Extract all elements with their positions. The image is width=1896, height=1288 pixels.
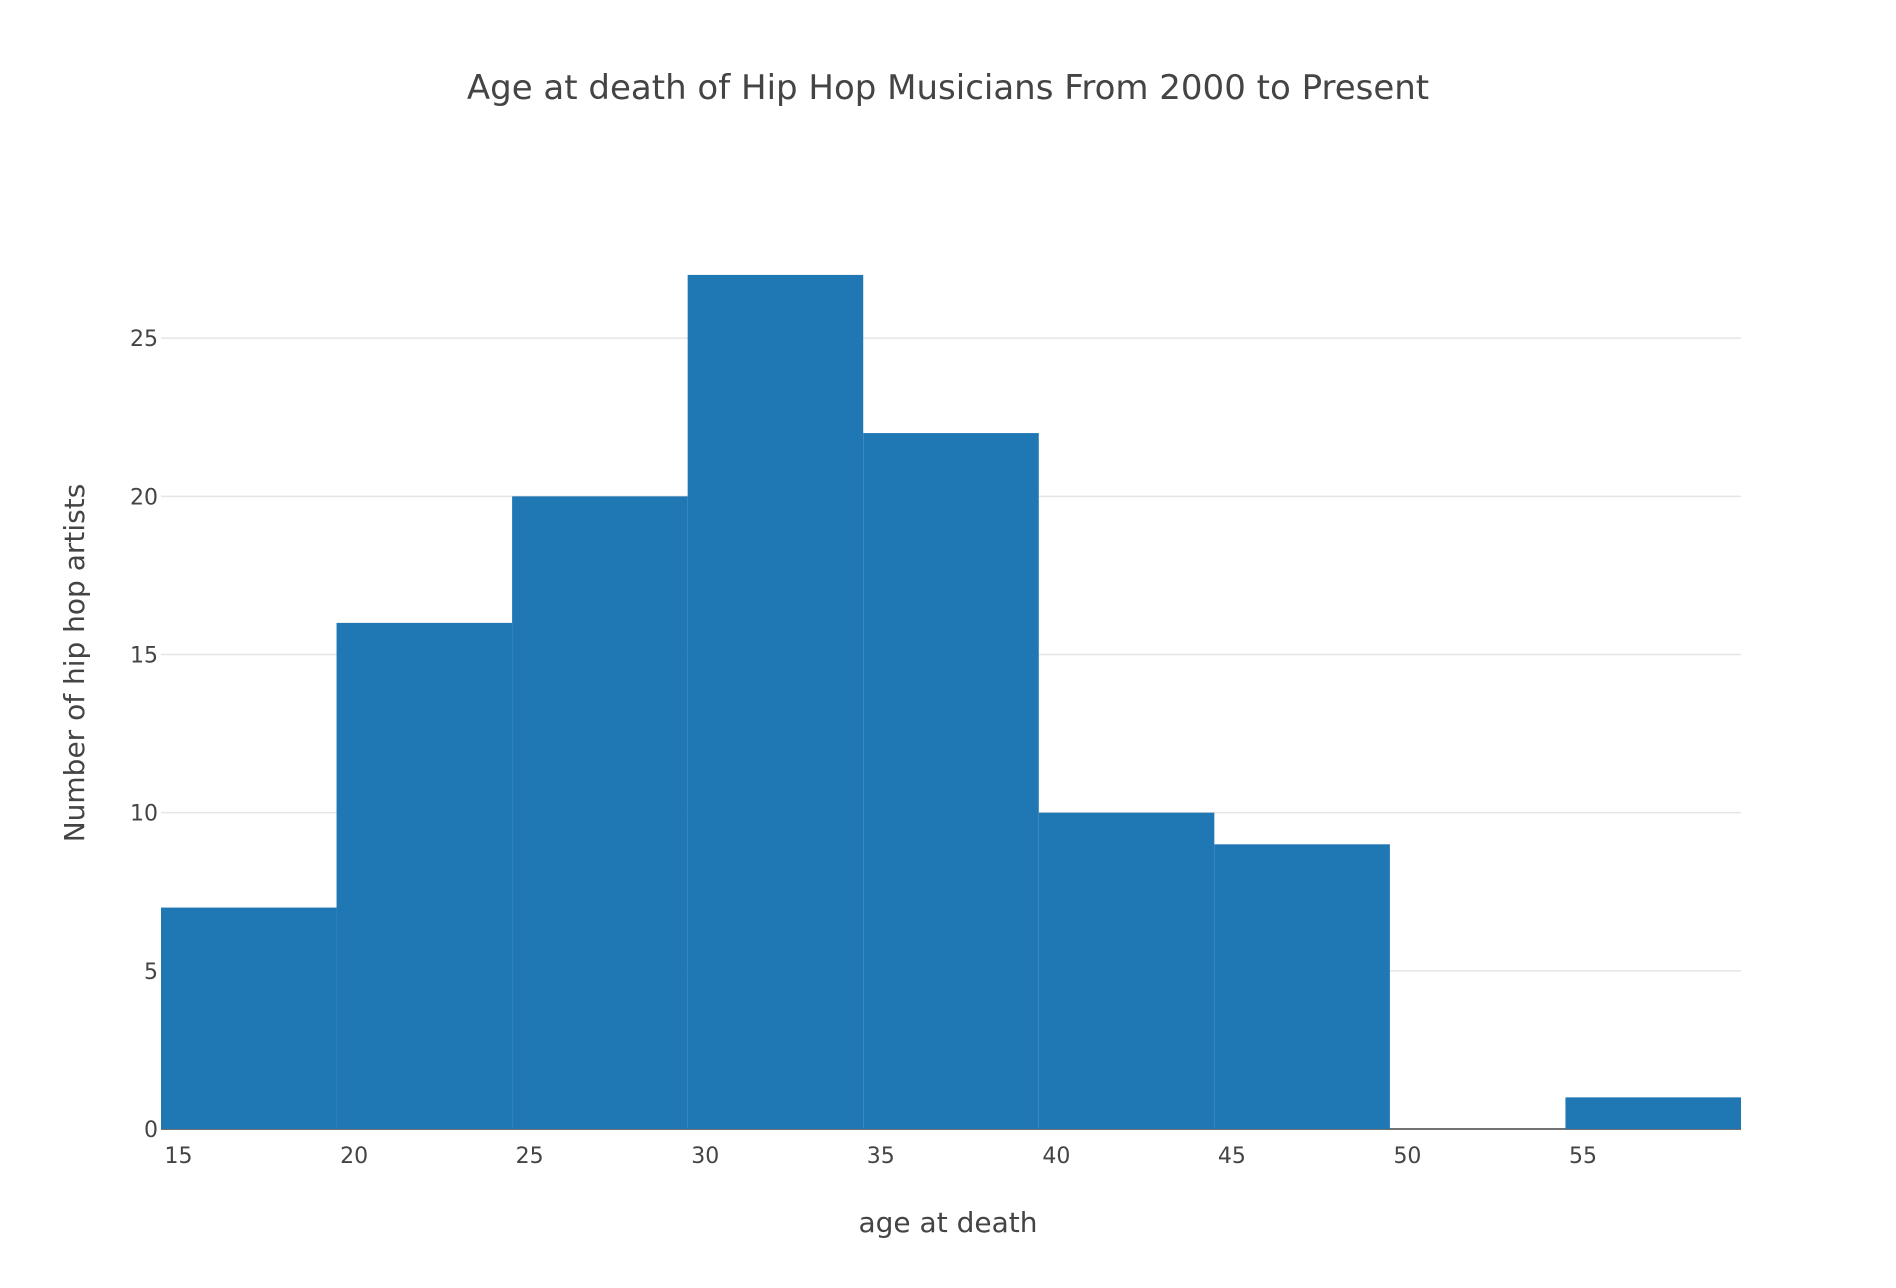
x-tick-label-45: 45	[1218, 1144, 1246, 1169]
x-tick-label-40: 40	[1042, 1144, 1070, 1169]
x-tick-label-20: 20	[340, 1144, 368, 1169]
histogram-bar-19.5-24.5	[336, 622, 513, 1129]
x-tick-label-50: 50	[1393, 1144, 1421, 1169]
x-tick-label-55: 55	[1569, 1144, 1597, 1169]
x-tick-label-15: 15	[165, 1144, 193, 1169]
x-tick-label-35: 35	[867, 1144, 895, 1169]
histogram-bar-54.5-59.5	[1565, 1097, 1741, 1129]
y-tick-label-10: 10	[130, 802, 158, 827]
x-tick-label-25: 25	[516, 1144, 544, 1169]
bars	[161, 274, 1741, 1130]
histogram-bar-39.5-44.5	[1038, 812, 1215, 1129]
x-tick-label-30: 30	[691, 1144, 719, 1169]
x-axis-label: age at death	[859, 1206, 1038, 1239]
histogram-bar-29.5-34.5	[687, 274, 864, 1130]
y-tick-label-25: 25	[130, 327, 158, 352]
y-tick-label-5: 5	[144, 960, 158, 985]
histogram-bar-34.5-39.5	[863, 433, 1039, 1129]
histogram-bar-14.5-19.5	[161, 907, 337, 1129]
histogram-bar-44.5-49.5	[1214, 844, 1390, 1129]
y-tick-label-0: 0	[144, 1118, 158, 1143]
y-tick-label-15: 15	[130, 644, 158, 669]
y-axis-label: Number of hip hop artists	[58, 484, 91, 843]
y-tick-label-20: 20	[130, 485, 158, 510]
x-axis-ticks: 15 20 25 30 35 40 45 50 55	[165, 1144, 1597, 1169]
y-axis-ticks: 0 5 10 15 20 25	[130, 327, 158, 1143]
chart-title: Age at death of Hip Hop Musicians From 2…	[467, 68, 1429, 108]
histogram-bar-24.5-29.5	[512, 496, 688, 1129]
